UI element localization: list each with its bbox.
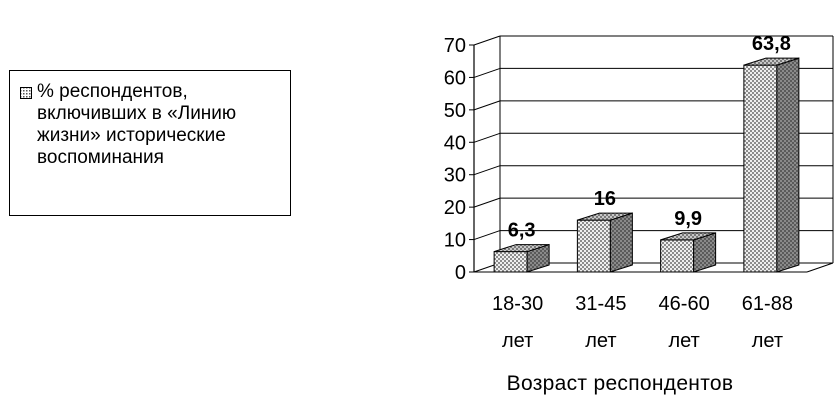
x-tick-label: лет — [752, 330, 783, 352]
data-label: 6,3 — [508, 220, 536, 242]
x-tick-label: лет — [502, 330, 533, 352]
data-label: 63,8 — [752, 33, 791, 55]
bar-top — [660, 232, 716, 241]
x-tick-label: 18-30 — [492, 293, 543, 315]
bar-front — [743, 64, 778, 273]
side-gridline — [473, 100, 501, 111]
y-tick-label: 0 — [455, 262, 466, 284]
bar-top — [743, 57, 800, 66]
floor-right-edge — [806, 262, 834, 273]
x-tick-label: 31-45 — [575, 293, 626, 315]
side-gridline — [473, 165, 501, 176]
x-tick-label: 46-60 — [659, 293, 710, 315]
bars — [493, 57, 800, 273]
side-gridline — [473, 67, 501, 78]
side-gridline — [473, 230, 501, 241]
side-gridline — [473, 132, 501, 143]
y-tick-label: 70 — [444, 35, 466, 57]
bar-side — [609, 212, 633, 273]
bar-front — [493, 251, 528, 273]
y-tick-label: 50 — [444, 100, 466, 122]
bar-top — [493, 244, 550, 253]
y-tick-label: 30 — [444, 165, 466, 187]
bar-top — [577, 212, 633, 221]
x-tick-label: лет — [585, 330, 616, 352]
x-tick-label: лет — [668, 330, 699, 352]
side-gridline — [473, 197, 501, 208]
y-tick-label: 40 — [444, 132, 466, 154]
x-axis-title: Возраст респондентов — [506, 372, 734, 395]
y-tick-label: 20 — [444, 197, 466, 219]
labels: 0 10 20 30 40 50 60 70 6,3 18-30 лет 16 31-45 лет 9,9 4… — [444, 33, 793, 352]
y-tick-label: 60 — [444, 67, 466, 89]
data-label: 9,9 — [674, 208, 702, 230]
legend-swatch-icon — [20, 87, 32, 99]
side-gridline — [473, 35, 501, 46]
bar-front — [660, 239, 695, 273]
bar-side — [776, 57, 800, 273]
y-tick-label: 10 — [444, 230, 466, 252]
data-label: 16 — [594, 188, 616, 210]
x-tick-label: 61-88 — [742, 293, 793, 315]
chart-legend: % респондентов, включивших в «Линию жизн… — [9, 70, 291, 216]
legend-label: % респондентов, включивших в «Линию жизн… — [37, 81, 237, 168]
bar-front — [576, 219, 611, 273]
